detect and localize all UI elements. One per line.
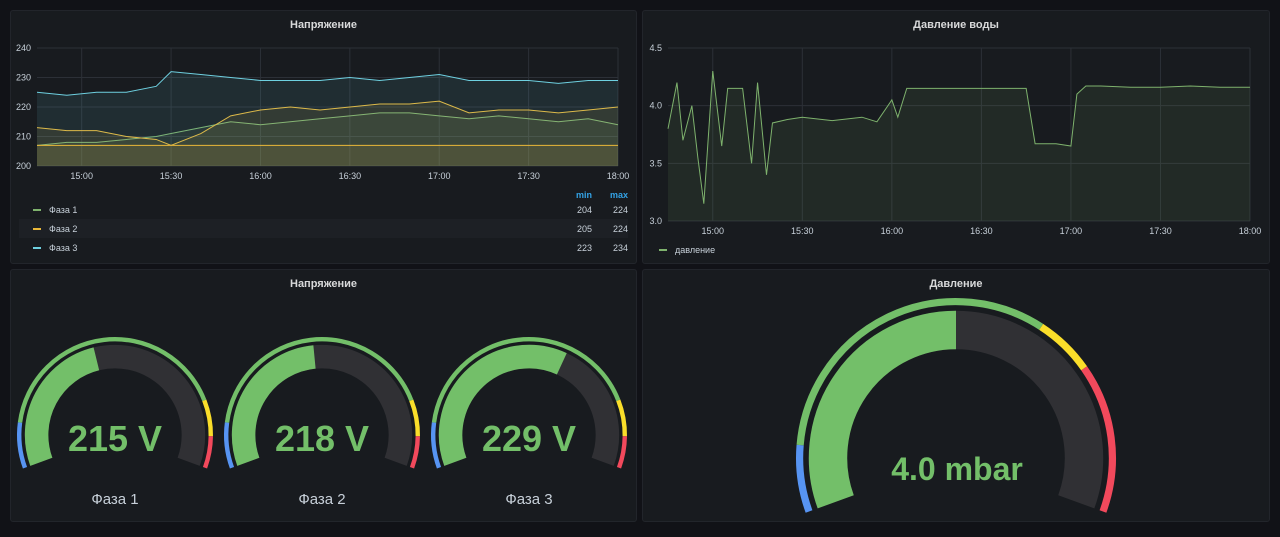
gauge-threshold-band bbox=[616, 436, 627, 469]
legend-series-name: Фаза 3 bbox=[49, 242, 78, 253]
gauge-threshold-band bbox=[202, 399, 213, 437]
water-pressure-graph-panel: Давление воды 3.0 3.5 4.0 4.5 15:00 15:30 16:0… bbox=[642, 10, 1270, 264]
y-tick-label: 240 bbox=[16, 43, 31, 53]
y-tick-label: 4.0 bbox=[649, 101, 662, 111]
gauge-threshold-band bbox=[796, 444, 813, 513]
legend-max-header[interactable]: max bbox=[609, 190, 628, 200]
legend-min: 205 bbox=[576, 223, 592, 234]
series-line[interactable] bbox=[36, 100, 619, 146]
y-tick-label: 230 bbox=[16, 73, 31, 83]
legend-item-pressure[interactable]: давление bbox=[651, 240, 851, 259]
legend-swatch bbox=[33, 246, 41, 249]
voltage-gauges-panel: Напряжение 215 V 218 V 229 V Фаза 1 Фаза… bbox=[10, 269, 637, 522]
x-tick-label: 15:00 bbox=[702, 226, 725, 236]
pressure-gauge bbox=[796, 298, 1116, 513]
gauge-threshold-band bbox=[1039, 323, 1088, 371]
water-pressure-chart[interactable]: 3.0 3.5 4.0 4.5 15:00 15:30 16:00 16:30 17:00 17:… bbox=[643, 11, 1270, 247]
x-tick-label: 15:30 bbox=[791, 226, 814, 236]
legend-min-header[interactable]: min bbox=[575, 190, 592, 200]
gauge-value-phase2: 218 V bbox=[274, 418, 370, 459]
gauge-threshold-band bbox=[202, 436, 213, 469]
gauge-value-phase3: 229 V bbox=[481, 418, 577, 459]
series-area bbox=[37, 112, 618, 166]
gauge-threshold-band bbox=[409, 436, 420, 469]
gauge-threshold-band bbox=[224, 422, 235, 469]
series-line[interactable] bbox=[36, 71, 618, 96]
legend-item-phase1[interactable]: Фаза 1 204 224 bbox=[19, 200, 628, 219]
x-tick-label: 15:00 bbox=[70, 171, 93, 181]
gauge-threshold-band bbox=[409, 399, 420, 437]
legend-swatch bbox=[33, 227, 41, 230]
gauge-fill bbox=[231, 345, 317, 466]
y-tick-label: 4.5 bbox=[649, 43, 662, 53]
series-line[interactable] bbox=[667, 71, 1250, 204]
gauge-label-phase2: Фаза 2 bbox=[298, 491, 346, 508]
x-tick-label: 16:30 bbox=[970, 226, 993, 236]
x-tick-label: 17:00 bbox=[1060, 226, 1083, 236]
legend-item-phase2[interactable]: Фаза 2 205 224 bbox=[19, 219, 628, 238]
series-area bbox=[37, 145, 618, 166]
legend-series-name: давление bbox=[675, 244, 716, 255]
panel-title[interactable]: Напряжение bbox=[290, 278, 357, 290]
panel-title[interactable]: Давление воды bbox=[913, 19, 999, 31]
y-tick-label: 3.5 bbox=[649, 158, 662, 168]
legend-max: 224 bbox=[612, 223, 628, 234]
x-tick-label: 15:30 bbox=[160, 171, 183, 181]
series-line[interactable] bbox=[36, 112, 619, 146]
legend-item-phase3[interactable]: Фаза 3 223 234 bbox=[19, 238, 628, 257]
y-tick-label: 220 bbox=[16, 102, 31, 112]
legend-swatch bbox=[659, 248, 667, 251]
gauge-threshold-band bbox=[796, 298, 1044, 446]
gauge-threshold-band bbox=[17, 422, 28, 469]
gauge-label-phase3: Фаза 3 bbox=[505, 491, 553, 508]
x-tick-label: 17:00 bbox=[428, 171, 451, 181]
legend-max: 224 bbox=[612, 204, 628, 215]
x-tick-label: 16:00 bbox=[881, 226, 904, 236]
legend-swatch bbox=[33, 208, 41, 211]
x-tick-label: 17:30 bbox=[1149, 226, 1172, 236]
y-tick-label: 210 bbox=[16, 132, 31, 142]
x-tick-label: 18:00 bbox=[1239, 226, 1262, 236]
gauge-fill bbox=[438, 344, 567, 466]
legend-max: 234 bbox=[612, 242, 628, 253]
y-tick-label: 3.0 bbox=[649, 216, 662, 226]
gauge-threshold-band bbox=[224, 337, 414, 423]
y-tick-label: 200 bbox=[16, 161, 31, 171]
series-area bbox=[668, 71, 1250, 221]
gauge-fill bbox=[808, 310, 957, 509]
pressure-gauge-panel: Давление 4.0 mbar bbox=[642, 269, 1270, 522]
gauge-label-phase1: Фаза 1 bbox=[91, 491, 139, 508]
voltage-graph-panel: Напряжение 200 210 220 230 240 15:00 15:30 16:0… bbox=[10, 10, 637, 264]
legend-header: min max bbox=[556, 190, 628, 200]
x-tick-label: 17:30 bbox=[517, 171, 540, 181]
legend-min: 223 bbox=[576, 242, 592, 253]
gauge-threshold-band bbox=[17, 337, 207, 423]
voltage-gauges bbox=[17, 337, 627, 469]
gauge-value-phase1: 215 V bbox=[67, 418, 163, 459]
x-tick-label: 16:30 bbox=[339, 171, 362, 181]
x-tick-label: 16:00 bbox=[249, 171, 272, 181]
legend-series-name: Фаза 1 bbox=[49, 204, 78, 215]
series-area bbox=[37, 101, 618, 166]
panel-title[interactable]: Давление bbox=[929, 278, 983, 290]
legend-min: 204 bbox=[576, 204, 592, 215]
gauge-threshold-band bbox=[616, 399, 627, 437]
x-tick-label: 18:00 bbox=[607, 171, 630, 181]
legend-series-name: Фаза 2 bbox=[49, 223, 78, 234]
gauge-threshold-band bbox=[431, 337, 621, 423]
voltage-chart[interactable]: 200 210 220 230 240 15:00 15:30 16:00 16:30 17:00… bbox=[11, 11, 637, 191]
panel-title[interactable]: Напряжение bbox=[290, 19, 357, 31]
series-area bbox=[37, 71, 618, 166]
gauge-value-pressure: 4.0 mbar bbox=[891, 451, 1023, 487]
gauge-fill bbox=[24, 347, 100, 466]
gauge-threshold-band bbox=[1081, 366, 1116, 513]
gauge-threshold-band bbox=[431, 422, 442, 469]
